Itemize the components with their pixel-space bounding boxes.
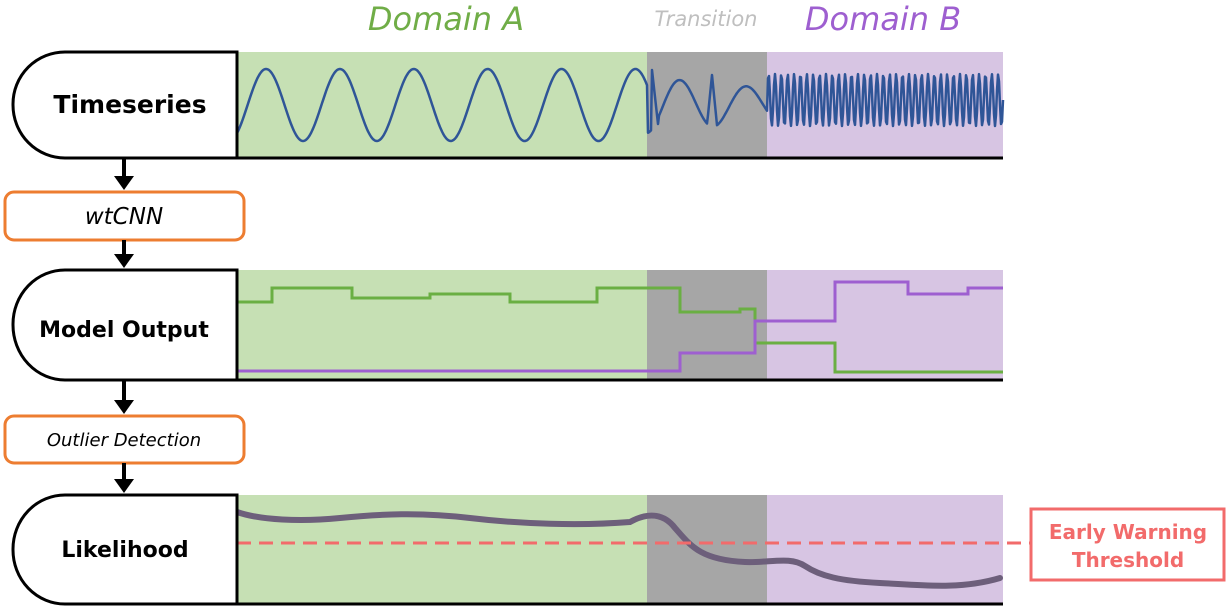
model-output-stage-box xyxy=(11,268,239,382)
timeseries-label: Timeseries xyxy=(53,90,206,119)
timeseries-signal xyxy=(235,67,1005,143)
likelihood-label: Likelihood xyxy=(61,538,188,563)
domain-b-region xyxy=(767,495,1003,604)
arrow-head-icon xyxy=(114,400,134,414)
likelihood-panel xyxy=(234,495,1030,606)
timeseries-panel xyxy=(235,52,1005,160)
timeseries-stage-box xyxy=(11,50,239,160)
model-output-label: Model Output xyxy=(39,318,209,343)
threshold-label-line2: Threshold xyxy=(1072,548,1184,572)
likelihood-curve xyxy=(234,509,1003,589)
domain-b-region xyxy=(767,270,1003,380)
threshold-label-line1: Early Warning xyxy=(1049,520,1207,544)
domain-a-region xyxy=(237,52,647,158)
arrow-head-icon xyxy=(114,176,134,190)
domain-a-region xyxy=(237,495,647,604)
wtcnn-label: wtCNN xyxy=(85,204,163,230)
arrow-head-icon xyxy=(114,479,134,493)
domain-b-title: Domain B xyxy=(805,0,961,38)
purple-class-output xyxy=(237,280,1003,373)
model-output-panel xyxy=(237,270,1003,382)
outlier-detection-label: Outlier Detection xyxy=(47,430,201,451)
transition-region xyxy=(647,495,767,604)
likelihood-stage-box xyxy=(11,493,239,606)
arrow-head-icon xyxy=(114,254,134,268)
threshold-label-box xyxy=(1029,507,1226,582)
transition-title: Transition xyxy=(654,7,757,31)
domain-a-title: Domain A xyxy=(368,0,524,38)
transition-region xyxy=(647,52,767,158)
flow-arrows xyxy=(114,158,134,493)
